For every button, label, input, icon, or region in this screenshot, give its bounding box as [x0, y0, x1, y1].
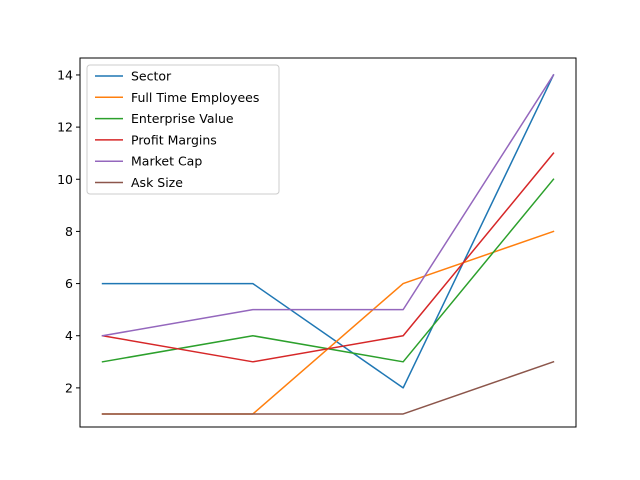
series-line-5 [101, 360, 555, 415]
y-tick-label: 10 [57, 172, 73, 187]
series-line-0 [101, 73, 555, 389]
y-tick-label: 14 [57, 67, 73, 82]
legend-box [86, 64, 280, 195]
y-tick-label: 12 [57, 120, 73, 135]
y-tick-label: 6 [65, 276, 73, 291]
legend-label: Ask Size [131, 175, 183, 190]
y-axis: 2 4 6 8 10 12 14 [57, 67, 80, 395]
plot-frame [79, 57, 577, 428]
legend-label: Market Cap [131, 154, 202, 169]
legend-label: Profit Margins [131, 132, 217, 147]
legend-label: Full Time Employees [131, 90, 259, 105]
series-lines [101, 73, 555, 415]
legend: Sector Full Time Employees Enterprise Valu… [86, 64, 280, 195]
legend-label: Sector [131, 69, 172, 84]
y-tick-label: 4 [65, 328, 73, 343]
y-tick-label: 2 [65, 380, 73, 395]
legend-label: Enterprise Value [131, 111, 234, 126]
y-tick-label: 8 [65, 224, 73, 239]
series-line-3 [101, 152, 555, 363]
series-line-4 [101, 73, 555, 337]
